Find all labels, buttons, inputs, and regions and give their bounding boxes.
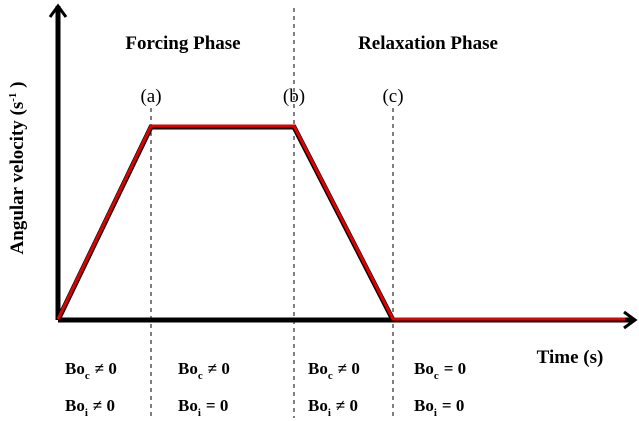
- condition-symbol: Bo: [65, 396, 85, 415]
- condition-symbol: Bo: [178, 396, 198, 415]
- condition: Boi = 0: [414, 396, 464, 419]
- condition: Boi = 0: [178, 396, 228, 419]
- condition-subscript: i: [434, 407, 437, 419]
- condition-symbol: Bo: [65, 359, 85, 378]
- condition-relation: ≠ 0: [208, 359, 230, 378]
- condition-subscript: c: [198, 370, 203, 382]
- x-axis-label: Time (s): [537, 347, 604, 368]
- phase-title: Forcing Phase: [125, 33, 240, 54]
- condition-relation: ≠ 0: [93, 396, 115, 415]
- y-label-close: ): [7, 82, 28, 93]
- y-axis-label: Angular velocity (s-1 ): [7, 82, 28, 255]
- axes: [48, 3, 638, 330]
- condition-subscript: i: [198, 407, 201, 419]
- condition-subscript: i: [85, 407, 88, 419]
- point-label: (a): [140, 86, 161, 107]
- condition: Boc ≠ 0: [178, 359, 230, 382]
- condition-relation: ≠ 0: [336, 396, 358, 415]
- condition: Boi ≠ 0: [65, 396, 115, 419]
- condition-relation: = 0: [444, 359, 466, 378]
- condition-relation: ≠ 0: [95, 359, 117, 378]
- y-arrow: [48, 3, 68, 18]
- condition-symbol: Bo: [414, 359, 434, 378]
- condition-symbol: Bo: [308, 396, 328, 415]
- x-arrow: [623, 310, 638, 330]
- y-label-text: Angular velocity (s: [7, 102, 28, 255]
- condition: Boc ≠ 0: [308, 359, 360, 382]
- condition-symbol: Bo: [414, 396, 434, 415]
- point-label: (b): [283, 86, 305, 107]
- condition: Boc = 0: [414, 359, 466, 382]
- condition: Boc ≠ 0: [65, 359, 117, 382]
- condition-subscript: i: [328, 407, 331, 419]
- condition-relation: = 0: [206, 396, 228, 415]
- profile-shadow: [55, 124, 625, 323]
- condition-subscript: c: [328, 370, 333, 382]
- condition-relation: ≠ 0: [338, 359, 360, 378]
- profile-line: [56, 124, 625, 321]
- phase-dividers: [150, 8, 394, 418]
- point-label: (c): [382, 86, 403, 107]
- condition-relation: = 0: [442, 396, 464, 415]
- phase-title: Relaxation Phase: [358, 33, 498, 54]
- condition-symbol: Bo: [178, 359, 198, 378]
- condition-symbol: Bo: [308, 359, 328, 378]
- y-label-sup: -1: [7, 93, 19, 102]
- condition-subscript: c: [434, 370, 439, 382]
- condition-subscript: c: [85, 370, 90, 382]
- condition: Boi ≠ 0: [308, 396, 358, 419]
